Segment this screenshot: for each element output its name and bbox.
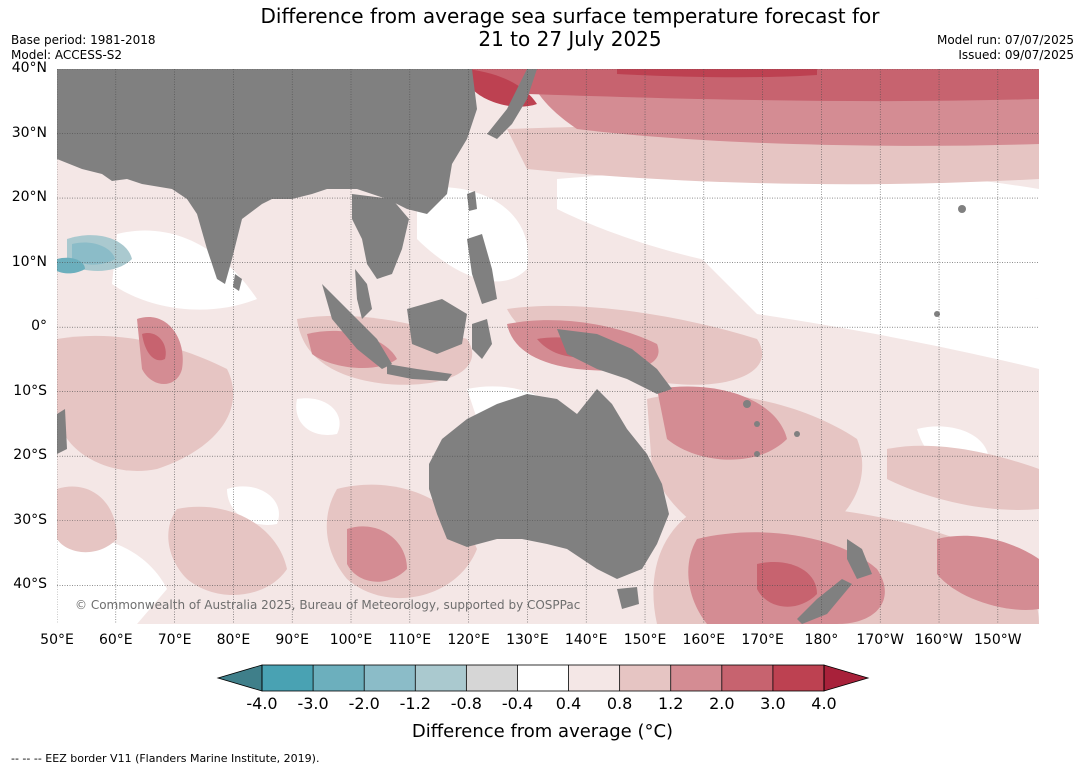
- latitude-label: 30°S: [13, 511, 47, 528]
- longitude-label: 130°E: [506, 632, 549, 648]
- colorbar-tick-label: -0.4: [501, 694, 534, 713]
- longitude-label: 60°E: [98, 632, 133, 648]
- colorbar-tick-label: 4.0: [811, 694, 837, 713]
- tasmania-island: [617, 587, 639, 609]
- colorbar-over-arrow: [823, 664, 870, 692]
- land-masses: [57, 69, 966, 624]
- new-guinea-island: [557, 329, 672, 394]
- title-line-2: 21 to 27 July 2025: [478, 27, 662, 51]
- colorbar-segment: [466, 665, 518, 691]
- colorbar-label: Difference from average (°C): [411, 721, 674, 742]
- colorbar-tick-label: 0.8: [606, 694, 633, 713]
- longitude-label: 170°E: [741, 632, 784, 648]
- sulawesi-island: [472, 319, 492, 359]
- colorbar-tick-label: -2.0: [348, 694, 380, 713]
- base-period: Base period: 1981-2018: [11, 33, 156, 47]
- colorbar-under-arrow: [216, 664, 263, 692]
- colorbar-tick-label: 2.0: [709, 694, 735, 713]
- colorbar-tick-label: -4.0: [246, 694, 278, 713]
- colorbar-tick-label: 3.0: [760, 694, 786, 713]
- sst-anomaly-map: © Commonwealth of Australia 2025, Bureau…: [57, 69, 1039, 624]
- longitude-label: 150°W: [974, 632, 1022, 648]
- colorbar-segment: [721, 665, 773, 691]
- latitude-label: 40°S: [13, 576, 47, 593]
- asia-landmass: [57, 69, 477, 284]
- colorbar-tick-label: -1.2: [399, 694, 431, 713]
- colorbar-tick-label: 0.4: [555, 694, 582, 713]
- philippines-islands: [467, 234, 497, 304]
- title-line-1: Difference from average sea surface temp…: [260, 4, 880, 28]
- map-title: Difference from average sea surface temp…: [0, 5, 1085, 51]
- latitude-label: 0°: [31, 318, 47, 335]
- japan-islands: [487, 69, 537, 139]
- eez-footnote: -- -- -- EEZ border V11 (Flanders Marine…: [11, 752, 320, 765]
- latitude-label: 10°N: [11, 253, 47, 270]
- longitude-label: 170°W: [856, 632, 904, 648]
- taiwan-island: [467, 191, 477, 211]
- longitude-label: 150°E: [623, 632, 667, 648]
- colorbar-segment: [772, 665, 824, 691]
- meta-left: Base period: 1981-2018 Model: ACCESS-S2: [11, 33, 156, 63]
- borneo-island: [407, 299, 467, 354]
- colorbar-tick-label: 1.2: [657, 694, 684, 713]
- issued-date: Issued: 09/07/2025: [958, 48, 1074, 62]
- copyright-notice: © Commonwealth of Australia 2025, Bureau…: [75, 598, 580, 612]
- longitude-label: 160°W: [915, 632, 963, 648]
- colorbar-tick-label: -0.8: [450, 694, 482, 713]
- colorbar-segment: [313, 665, 365, 691]
- colorbar-segment: [364, 665, 416, 691]
- latitude-label: 30°N: [11, 124, 47, 141]
- latitude-label: 20°N: [11, 189, 47, 206]
- longitude-label: 160°E: [682, 632, 726, 648]
- colorbar: [216, 664, 870, 692]
- colorbar-segment: [670, 665, 722, 691]
- new-zealand-south: [797, 579, 852, 624]
- colorbar-segment: [517, 665, 569, 691]
- colorbar-segment: [262, 665, 314, 691]
- longitude-label: 100°E: [329, 632, 373, 648]
- sumatra-island: [322, 284, 392, 369]
- latitude-label: 40°N: [11, 60, 47, 76]
- latitude-label: 10°S: [13, 382, 47, 399]
- australia-landmass: [429, 389, 669, 579]
- latitude-label: 20°S: [13, 447, 47, 464]
- new-zealand-north: [847, 539, 872, 579]
- longitude-label: 90°E: [275, 632, 310, 648]
- colorbar-segment: [415, 665, 467, 691]
- longitude-label: 110°E: [388, 632, 432, 648]
- meta-right: Model run: 07/07/2025 Issued: 09/07/2025: [937, 33, 1074, 63]
- longitude-label: 180°: [804, 632, 839, 648]
- madagascar-edge: [57, 409, 67, 454]
- longitude-label: 140°E: [564, 632, 608, 648]
- colorbar-segment: [568, 665, 620, 691]
- longitude-label: 80°E: [216, 632, 251, 648]
- longitude-label: 120°E: [447, 632, 490, 648]
- java-island: [387, 364, 452, 381]
- model-name: Model: ACCESS-S2: [11, 48, 123, 62]
- colorbar-tick-label: -3.0: [297, 694, 329, 713]
- model-run: Model run: 07/07/2025: [936, 33, 1074, 47]
- indochina-landmass: [352, 194, 409, 279]
- sri-lanka-island: [233, 274, 242, 291]
- graticule: [57, 69, 1039, 624]
- longitude-label: 70°E: [157, 632, 192, 648]
- malay-peninsula: [355, 269, 372, 319]
- longitude-label: 50°E: [40, 632, 74, 648]
- colorbar-segment: [619, 665, 671, 691]
